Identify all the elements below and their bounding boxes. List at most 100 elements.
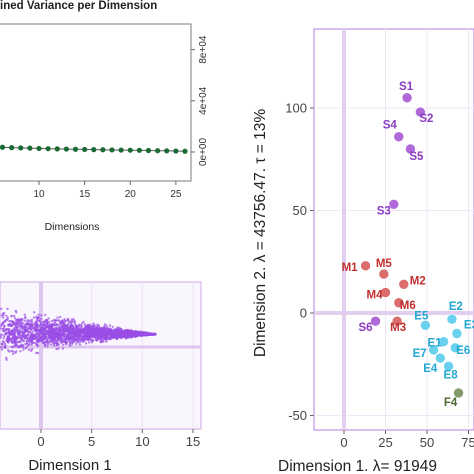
variance-y-tick-label: 4e+04 — [198, 86, 209, 115]
projection-point — [108, 329, 111, 332]
variance-point — [155, 148, 161, 154]
biplot-point-label: E5 — [414, 310, 429, 322]
projection-point — [70, 320, 73, 323]
projection-point — [10, 340, 14, 344]
biplot-point-label: M3 — [390, 322, 406, 334]
biplot-point-e5 — [420, 319, 431, 331]
projection-point — [30, 324, 33, 328]
projection-point — [15, 320, 18, 323]
projection-point — [47, 333, 50, 336]
projection-point — [61, 321, 64, 325]
projection-point — [100, 334, 103, 337]
projection-point — [121, 330, 125, 333]
projection-point — [79, 334, 82, 337]
biplot-point-e4 — [434, 352, 446, 364]
projection-point — [1, 340, 5, 343]
variance-x-axis-label: Dimensions — [45, 221, 100, 233]
projection-point — [90, 327, 94, 330]
projection-point — [78, 337, 81, 340]
biplot-point-label: E1 — [428, 338, 443, 350]
projection-point — [35, 315, 38, 318]
projection-point — [39, 317, 42, 321]
projection-point — [5, 358, 8, 361]
variance-point — [100, 147, 106, 153]
projection-point — [61, 332, 64, 336]
projection-point — [57, 337, 60, 341]
projection-point — [46, 345, 49, 348]
projection-point — [99, 340, 102, 344]
projection-point — [1, 312, 4, 315]
biplot-x-tick-label: 50 — [420, 435, 434, 450]
variance-x-tick-label: 15 — [79, 189, 91, 200]
projection-plot-area — [0, 281, 202, 430]
biplot-point-m6 — [393, 297, 405, 309]
biplot-point-e6 — [449, 342, 461, 354]
projection-point — [90, 334, 93, 337]
projection-point — [47, 329, 50, 333]
projection-point — [8, 334, 11, 337]
projection-point — [56, 330, 60, 334]
biplot-y-tick-label: 50 — [293, 203, 307, 218]
projection-point — [118, 331, 121, 335]
projection-point — [78, 328, 81, 332]
projection-point — [70, 336, 73, 339]
projection-point — [119, 331, 123, 335]
variance-point — [173, 148, 179, 154]
projection-point — [21, 345, 25, 349]
projection-point — [2, 327, 6, 330]
projection-point — [49, 328, 52, 331]
biplot-point-label: M5 — [376, 258, 393, 270]
variance-point — [9, 145, 15, 151]
projection-point — [75, 342, 78, 346]
projection-point — [74, 334, 78, 338]
biplot-point-label: E6 — [456, 345, 470, 357]
projection-point — [25, 326, 28, 329]
projection-point — [105, 340, 108, 343]
biplot-point-label: M6 — [400, 300, 416, 312]
biplot-x-axis-label: Dimension 1. λ= 91949 — [278, 458, 437, 474]
projection-point — [8, 331, 11, 334]
projection-point — [27, 344, 30, 347]
projection-point — [30, 320, 34, 324]
biplot-point-label: S2 — [419, 113, 433, 125]
projection-point — [70, 318, 74, 321]
biplot-y-axis-label: Dimension 2. λ = 43756.47. τ = 13% — [252, 109, 269, 357]
projection-point — [30, 349, 33, 352]
projection-point — [105, 334, 108, 337]
projection-point — [97, 334, 100, 337]
biplot-point-label: S5 — [409, 151, 424, 163]
projection-point — [15, 311, 18, 314]
projection-point — [113, 333, 117, 337]
biplot-point-label: S3 — [377, 205, 391, 217]
projection-point — [26, 324, 30, 327]
projection-point — [43, 344, 47, 348]
projection-point — [67, 333, 70, 336]
projection-point — [0, 314, 3, 317]
projection-point — [63, 324, 66, 327]
projection-grid — [0, 282, 201, 429]
projection-point — [21, 339, 25, 342]
projection-point — [22, 348, 25, 351]
projection-point — [7, 338, 10, 342]
projection-point — [72, 341, 75, 344]
biplot-point-label: E7 — [413, 348, 427, 360]
projection-x-tick-label: 5 — [88, 434, 95, 449]
biplot-point-label: F4 — [444, 397, 458, 409]
projection-point — [89, 337, 92, 340]
projection-point — [76, 340, 79, 343]
projection-point — [40, 330, 43, 334]
projection-point — [52, 330, 56, 333]
projection-point — [41, 325, 45, 328]
projection-point — [21, 337, 24, 340]
projection-x-tick-label: 0 — [37, 434, 44, 449]
projection-point — [0, 323, 3, 326]
projection-point — [102, 327, 105, 331]
biplot-y-tick-label: 100 — [285, 101, 307, 116]
projection-point — [46, 323, 49, 326]
projection-point — [18, 332, 21, 335]
variance-x-tick-label: 20 — [125, 189, 137, 200]
projection-point — [66, 328, 70, 332]
projection-point — [111, 336, 115, 339]
projection-point — [12, 335, 16, 338]
projection-point — [92, 322, 95, 325]
